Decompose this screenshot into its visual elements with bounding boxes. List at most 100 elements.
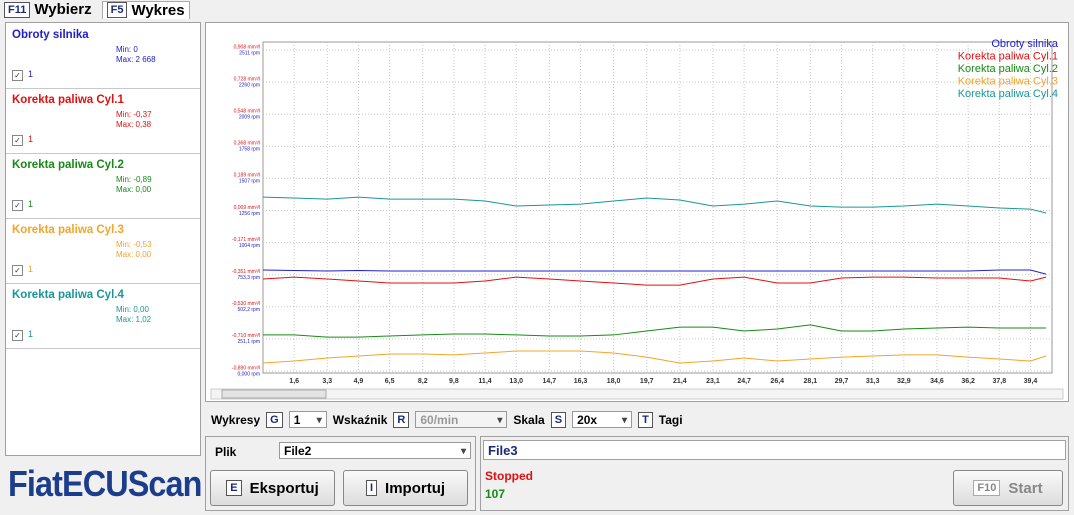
y2-tick-label: 1758 rpm: [239, 147, 260, 153]
toolbar: Wykresy G 1 Wskaźnik R 60/min Skala S 20…: [211, 411, 683, 429]
legend-entry: Korekta paliwa Cyl.1: [958, 50, 1058, 62]
channel-name: Korekta paliwa Cyl.1: [12, 94, 124, 106]
status-panel: File3 Stopped 107 F10 Start: [480, 436, 1069, 511]
y2-tick-label: 1004 rpm: [239, 243, 260, 249]
plot-area: [262, 41, 1053, 374]
key-badge: I: [365, 480, 378, 496]
scrollbar: [210, 388, 1064, 400]
dropdown: 60/min: [415, 411, 508, 429]
x-tick-label: 28,1: [804, 378, 818, 385]
x-tick-label: 14,7: [543, 378, 557, 385]
scroll-thumb: [221, 389, 327, 399]
y2-tick-label: 1256 rpm: [239, 211, 260, 217]
checkbox[interactable]: ✓: [12, 200, 23, 211]
checkbox-label: 1: [28, 69, 34, 79]
start-button: F10 Start: [953, 470, 1063, 506]
status-text: Stopped: [485, 469, 533, 483]
y-tick-label: 0,189 mm³/l: [234, 173, 260, 179]
y-tick-label: -0,171 mm³/l: [232, 237, 260, 243]
series-line: [263, 324, 1047, 338]
channel-max: Max: 1,02: [116, 315, 152, 324]
checkbox[interactable]: ✓: [12, 70, 23, 81]
y2-tick-label: 251,1 rpm: [237, 339, 260, 345]
y2-tick-label: 502,2 rpm: [237, 307, 260, 313]
x-tick-label: 34,6: [930, 378, 944, 385]
y2-tick-label: 2009 rpm: [239, 115, 260, 121]
x-tick-label: 24,7: [737, 378, 751, 385]
series-line: [262, 269, 1047, 275]
channel-item: Korekta paliwa Cyl.3 Min: -0,53 Max: 0,00 ✓…: [6, 218, 200, 284]
x-tick-label: 29,7: [835, 378, 849, 385]
checkbox[interactable]: ✓: [12, 135, 23, 146]
key-badge: E: [226, 480, 242, 496]
dropdown[interactable]: 20x: [572, 411, 633, 429]
y-tick-label: 0,548 mm³/l: [234, 109, 260, 115]
y2-tick-label: 0,000 rpm: [237, 371, 260, 377]
x-tick-label: 6,5: [385, 378, 395, 385]
y2-tick-label: 2511 rpm: [239, 50, 260, 56]
x-tick-label: 18,0: [607, 378, 621, 385]
button-label: Start: [1008, 479, 1043, 497]
legend-entry: Korekta paliwa Cyl.4: [958, 88, 1058, 100]
y-tick-label: -0,351 mm³/l: [232, 269, 260, 275]
export-button[interactable]: E Eksportuj: [210, 470, 335, 506]
channel-min: Min: -0,53: [116, 240, 152, 249]
key-badge: R: [393, 411, 410, 428]
channel-min: Min: -0,89: [116, 175, 152, 184]
series-line: [262, 276, 1047, 286]
channel-min: Min: 0,00: [116, 305, 149, 314]
logo: FiatECUScan: [8, 463, 202, 504]
x-tick-label: 39,4: [1024, 378, 1038, 385]
import-button[interactable]: I Importuj: [343, 470, 468, 506]
label: Skala: [513, 412, 545, 427]
label: Wykresy: [211, 412, 261, 427]
tab-bar: F11 Wybierz F5 Wykres: [4, 0, 190, 19]
key-badge[interactable]: T: [638, 411, 653, 428]
checkbox-label: 1: [28, 264, 34, 274]
checkbox[interactable]: ✓: [12, 330, 23, 341]
y-tick-label: 0,908 mm³/l: [234, 44, 260, 50]
x-tick-label: 21,4: [673, 378, 687, 385]
key-badge: G: [266, 411, 283, 428]
key-badge: F5: [106, 2, 128, 18]
channel-max: Max: 0,38: [116, 120, 152, 129]
checkbox-label: 1: [28, 329, 34, 339]
key-badge: F11: [4, 1, 31, 18]
label: Tagi: [658, 412, 683, 427]
count-text: 107: [485, 487, 506, 501]
channel-item: Korekta paliwa Cyl.2 Min: -0,89 Max: 0,00 ✓…: [6, 153, 200, 219]
dropdown[interactable]: File2: [279, 442, 471, 460]
tab[interactable]: F5 Wykres: [101, 0, 190, 19]
channel-item: Korekta paliwa Cyl.4 Min: 0,00 Max: 1,02 ✓ 1: [6, 283, 200, 349]
file-panel: Plik File2 E Eksportuj I Importuj: [205, 436, 476, 511]
file-field[interactable]: File3: [483, 440, 1066, 460]
channel-min: Min: 0: [116, 45, 138, 54]
legend-entry: Korekta paliwa Cyl.2: [958, 63, 1058, 75]
channel-panel: Obroty silnika Min: 0 Max: 2 668 ✓ 1 Korekta …: [5, 22, 201, 456]
y-tick-label: -0,890 mm³/l: [232, 365, 260, 371]
channel-max: Max: 0,00: [116, 250, 152, 259]
checkbox[interactable]: ✓: [12, 265, 23, 276]
channel-item: Korekta paliwa Cyl.1 Min: -0,37 Max: 0,38 ✓…: [6, 88, 200, 154]
x-tick-label: 16,3: [574, 378, 588, 385]
tab-label: Wykres: [131, 1, 185, 19]
y-tick-label: 0,728 mm³/l: [234, 76, 260, 82]
y2-tick-label: 2260 rpm: [239, 82, 260, 88]
tab-label: Wybierz: [34, 1, 92, 18]
tab[interactable]: F11 Wybierz: [4, 1, 92, 18]
channel-name: Korekta paliwa Cyl.2: [12, 159, 124, 171]
x-tick-label: 3,3: [322, 378, 332, 385]
label: Plik: [215, 445, 237, 459]
chart-frame: 1,6 3,3 4,9 6,5 8,2 9,8 11,4 13,0 14,7 16,3 18,0 19…: [205, 22, 1069, 402]
x-tick-label: 37,8: [992, 378, 1006, 385]
dropdown[interactable]: 1: [288, 411, 327, 429]
channel-item: Obroty silnika Min: 0 Max: 2 668 ✓ 1: [6, 23, 200, 89]
x-tick-label: 1,6: [289, 378, 299, 385]
checkbox-label: 1: [28, 134, 34, 144]
channel-name: Korekta paliwa Cyl.4: [12, 289, 124, 301]
y-tick-label: -0,710 mm³/l: [232, 333, 260, 339]
legend-entry: Korekta paliwa Cyl.3: [958, 75, 1058, 87]
channel-max: Max: 2 668: [116, 55, 156, 64]
x-tick-label: 19,7: [640, 378, 654, 385]
